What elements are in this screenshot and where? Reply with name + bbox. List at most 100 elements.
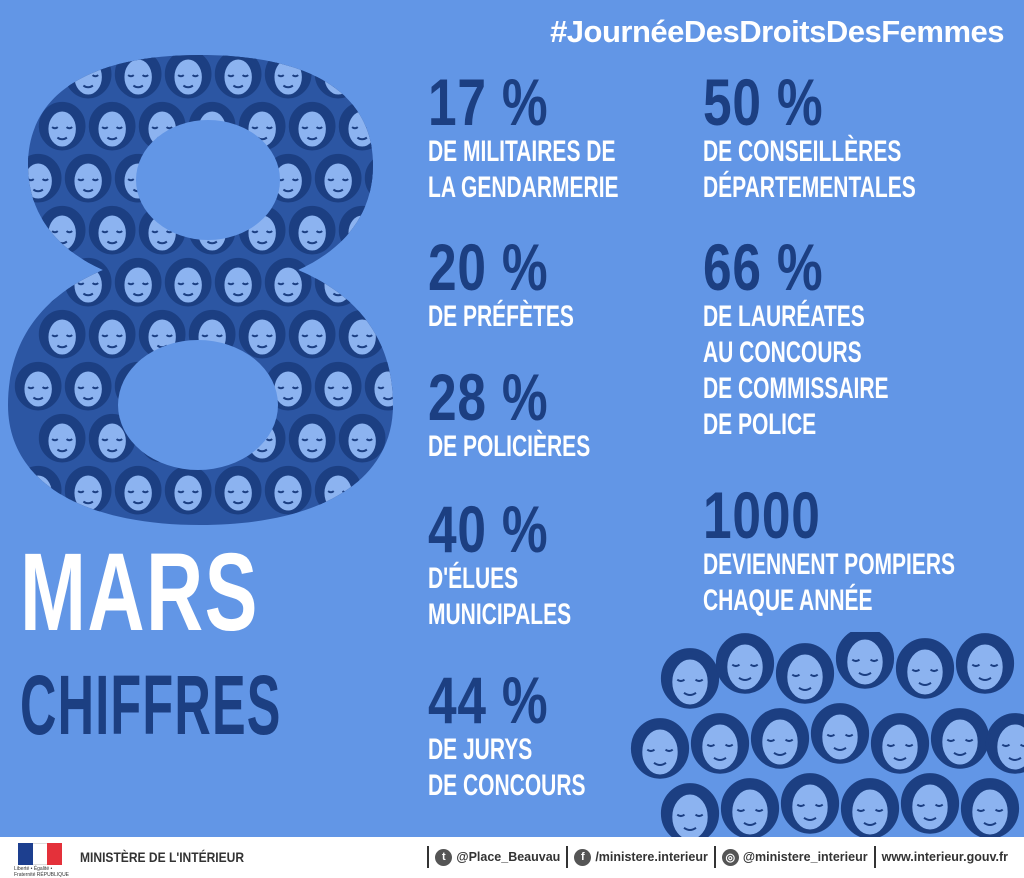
stat-label: AU CONCOURS (703, 336, 862, 369)
face-eye (664, 748, 674, 753)
face-eye (227, 490, 235, 494)
face-mouth (132, 292, 144, 297)
face-mouth (182, 292, 194, 297)
face-eye (265, 334, 273, 338)
face-eye (934, 803, 944, 808)
face (21, 368, 55, 410)
face-eye (77, 178, 85, 182)
face (95, 212, 129, 254)
face (21, 56, 55, 98)
face-eye (115, 438, 123, 442)
face-eye (277, 386, 285, 390)
face-eye (301, 334, 309, 338)
face-eye (874, 808, 884, 813)
face-eye (851, 658, 861, 663)
face-eye (1001, 743, 1011, 748)
divider (427, 846, 430, 868)
stat-value: 20 % (428, 230, 549, 304)
face-mouth (256, 344, 268, 349)
face-mouth (282, 396, 294, 401)
face-mouth (743, 821, 757, 826)
face-eye (141, 490, 149, 494)
face-eye (251, 126, 259, 130)
face (45, 316, 79, 358)
stat-laureates: 66 % DE LAURÉATES AU CONCOURS DE COMMISS… (703, 234, 968, 443)
face-eye (291, 74, 299, 78)
face-eye (127, 282, 135, 286)
face-eye (736, 808, 746, 813)
face (371, 56, 393, 98)
twitter-link[interactable]: t @Place_Beauvau (435, 848, 560, 866)
face (295, 108, 329, 150)
face-eye (291, 282, 299, 286)
face-eye (165, 334, 173, 338)
face-eye (327, 490, 335, 494)
face-eye (315, 230, 323, 234)
website-link[interactable]: www.interieur.gouv.fr (882, 850, 1008, 864)
face-eye (251, 230, 259, 234)
face-mouth (132, 500, 144, 505)
face-eye (265, 126, 273, 130)
face (221, 56, 255, 98)
face-mouth (256, 240, 268, 245)
face-eye (77, 386, 85, 390)
face-eye (41, 490, 49, 494)
face-eye (41, 178, 49, 182)
face-eye (377, 282, 385, 286)
face-mouth (356, 136, 368, 141)
face (819, 711, 861, 763)
face-mouth (332, 188, 344, 193)
face-eye (749, 663, 759, 668)
face-eye (291, 386, 299, 390)
stat-value: 1000 (703, 478, 821, 552)
face-eye (964, 738, 974, 743)
face (964, 641, 1006, 693)
stat-label: CHAQUE ANNÉE (703, 584, 873, 617)
instagram-icon: ◎ (721, 848, 739, 866)
face (729, 786, 771, 837)
face-mouth (82, 188, 94, 193)
face-eye (341, 178, 349, 182)
face (784, 651, 826, 703)
face-eye (91, 282, 99, 286)
face-eye (41, 282, 49, 286)
face-eye (141, 282, 149, 286)
face-eye (191, 282, 199, 286)
face-eye (177, 282, 185, 286)
face (904, 646, 946, 698)
face-eye (351, 126, 359, 130)
stat-label: DE MILITAIRES DE (428, 135, 616, 168)
face-mouth (32, 396, 44, 401)
face-mouth (82, 292, 94, 297)
face-mouth (773, 751, 787, 756)
face-mouth (953, 751, 967, 756)
face-mouth (653, 761, 667, 766)
face-eye (65, 438, 73, 442)
face-eye (946, 738, 956, 743)
face-mouth (132, 84, 144, 89)
face-eye (191, 490, 199, 494)
face-mouth (56, 136, 68, 141)
face-mouth (306, 136, 318, 141)
face (245, 316, 279, 358)
face (345, 420, 379, 462)
face-eye (377, 178, 385, 182)
face (759, 716, 801, 768)
facebook-link[interactable]: f /ministere.interieur (574, 848, 708, 866)
face-mouth (978, 676, 992, 681)
face-mouth (683, 691, 697, 696)
face-eye (251, 334, 259, 338)
face (95, 420, 129, 462)
instagram-link[interactable]: ◎ @ministere_interieur (721, 848, 868, 866)
face-eye (814, 803, 824, 808)
stat-value: 50 % (703, 65, 824, 139)
stat-value: 28 % (428, 360, 549, 434)
face-eye (365, 438, 373, 442)
face (21, 160, 55, 202)
stat-pompiers: 1000 DEVIENNENT POMPIERS CHAQUE ANNÉE (703, 478, 1024, 619)
face-mouth (798, 686, 812, 691)
face (724, 641, 766, 693)
face-eye (101, 334, 109, 338)
face-eye (327, 282, 335, 286)
face-eye (77, 282, 85, 286)
